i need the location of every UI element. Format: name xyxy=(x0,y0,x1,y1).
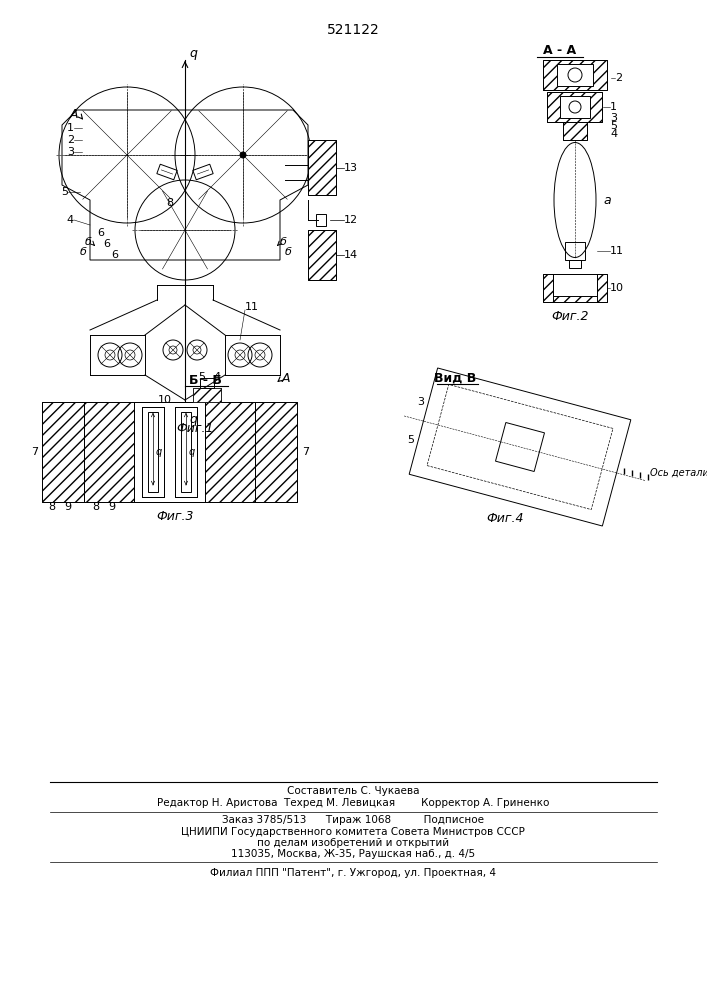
Text: б: б xyxy=(85,237,92,247)
Bar xyxy=(316,214,326,226)
Text: 8: 8 xyxy=(49,502,56,512)
Bar xyxy=(175,407,197,497)
Bar xyxy=(84,402,134,502)
Text: Фиг.1: Фиг.1 xyxy=(176,422,214,434)
Bar xyxy=(547,92,602,122)
Text: 3: 3 xyxy=(610,113,617,123)
Text: А: А xyxy=(69,108,78,121)
Text: 3: 3 xyxy=(67,147,74,157)
Bar xyxy=(42,402,84,502)
Text: a: a xyxy=(603,194,611,207)
Text: 1: 1 xyxy=(67,123,74,133)
Text: б: б xyxy=(280,237,287,247)
Text: 5: 5 xyxy=(407,435,414,445)
Bar xyxy=(205,402,255,502)
Text: 4: 4 xyxy=(213,372,220,382)
Bar xyxy=(547,92,602,122)
Text: 13: 13 xyxy=(344,163,358,173)
Text: Заказ 3785/513      Тираж 1068          Подписное: Заказ 3785/513 Тираж 1068 Подписное xyxy=(222,815,484,825)
Bar xyxy=(181,412,191,492)
Text: 2: 2 xyxy=(615,73,622,83)
Bar xyxy=(205,402,255,502)
Text: Составитель С. Чукаева: Составитель С. Чукаева xyxy=(287,786,419,796)
Text: 14: 14 xyxy=(344,250,358,260)
Bar xyxy=(193,388,221,402)
Text: Филиал ППП "Патент", г. Ужгород, ул. Проектная, 4: Филиал ППП "Патент", г. Ужгород, ул. Про… xyxy=(210,868,496,878)
Text: по делам изобретений и открытий: по делам изобретений и открытий xyxy=(257,838,449,848)
Bar xyxy=(543,60,607,90)
Circle shape xyxy=(240,152,246,158)
Bar xyxy=(148,412,158,492)
Bar xyxy=(563,122,587,140)
Bar xyxy=(142,407,164,497)
Text: q: q xyxy=(189,47,197,60)
Text: Вид В: Вид В xyxy=(434,371,476,384)
Text: 5: 5 xyxy=(61,187,68,197)
Text: Ось детали: Ось детали xyxy=(650,468,707,478)
Text: ЦНИИПИ Государственного комитета Совета Министров СССР: ЦНИИПИ Государственного комитета Совета … xyxy=(181,827,525,837)
Text: Фиг.3: Фиг.3 xyxy=(156,510,194,524)
Text: 7: 7 xyxy=(31,447,38,457)
Text: 4: 4 xyxy=(67,215,74,225)
Ellipse shape xyxy=(554,142,596,257)
Text: 3: 3 xyxy=(418,397,425,407)
Text: Фиг.4: Фиг.4 xyxy=(486,512,524,526)
Bar xyxy=(543,274,607,302)
Bar xyxy=(42,402,84,502)
Bar xyxy=(193,388,221,402)
Bar xyxy=(308,140,336,195)
Bar xyxy=(563,122,587,140)
Text: 4: 4 xyxy=(610,129,617,139)
Text: q: q xyxy=(189,414,197,426)
Bar xyxy=(543,274,607,302)
Text: 6: 6 xyxy=(103,239,110,249)
Text: 6: 6 xyxy=(111,250,118,260)
Text: 5: 5 xyxy=(610,121,617,131)
Bar xyxy=(134,402,205,502)
Bar xyxy=(308,230,336,280)
Bar xyxy=(134,402,205,502)
Text: Редактор Н. Аристова  Техред М. Левицкая        Корректор А. Гриненко: Редактор Н. Аристова Техред М. Левицкая … xyxy=(157,798,549,808)
Text: 11: 11 xyxy=(245,302,259,312)
Text: 8: 8 xyxy=(166,198,173,208)
Text: 7: 7 xyxy=(302,447,309,457)
Bar xyxy=(543,60,607,90)
Bar xyxy=(553,274,597,296)
Bar xyxy=(565,242,585,260)
Text: А: А xyxy=(282,371,291,384)
Text: q: q xyxy=(156,447,162,457)
Bar xyxy=(142,407,164,497)
Bar xyxy=(308,230,336,280)
Text: 113035, Москва, Ж-35, Раушская наб., д. 4/5: 113035, Москва, Ж-35, Раушская наб., д. … xyxy=(231,849,475,859)
Text: Фиг.2: Фиг.2 xyxy=(551,310,589,324)
Bar xyxy=(308,140,336,195)
Text: 10: 10 xyxy=(610,283,624,293)
Bar xyxy=(560,96,590,118)
Text: 11: 11 xyxy=(610,246,624,256)
Text: 8: 8 xyxy=(93,502,100,512)
Text: 2: 2 xyxy=(67,135,74,145)
Text: б: б xyxy=(80,247,87,257)
Text: q: q xyxy=(189,447,195,457)
Bar xyxy=(569,260,581,268)
Text: б: б xyxy=(285,247,292,257)
Bar xyxy=(557,64,593,86)
Text: 12: 12 xyxy=(344,215,358,225)
Text: 521122: 521122 xyxy=(327,23,380,37)
Text: 1: 1 xyxy=(610,102,617,112)
Bar xyxy=(175,407,197,497)
Bar xyxy=(84,402,134,502)
Text: Б - Б: Б - Б xyxy=(189,373,221,386)
Text: 10: 10 xyxy=(158,395,172,405)
Text: А - А: А - А xyxy=(544,43,577,56)
Text: 9: 9 xyxy=(108,502,115,512)
Text: 5: 5 xyxy=(198,372,205,382)
Bar xyxy=(255,402,297,502)
Bar xyxy=(200,378,214,388)
Text: 6: 6 xyxy=(97,228,104,238)
Text: 9: 9 xyxy=(64,502,71,512)
Bar xyxy=(255,402,297,502)
